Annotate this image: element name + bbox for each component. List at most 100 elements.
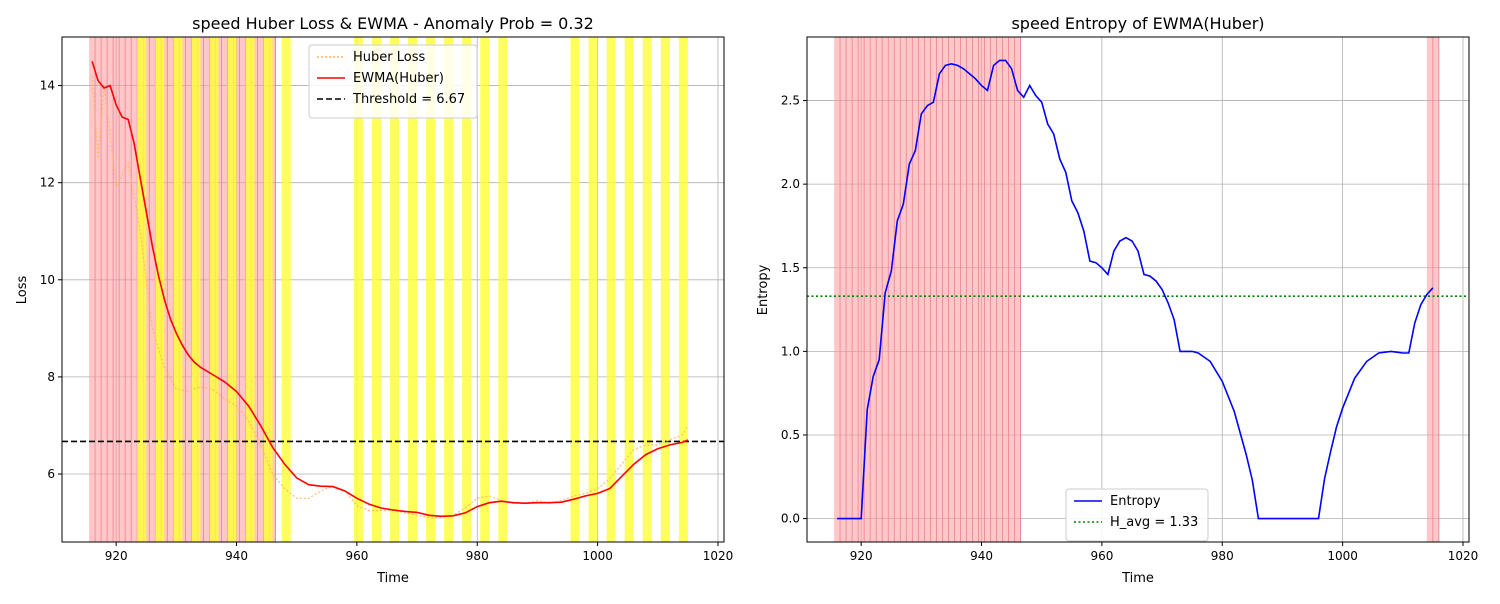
anomaly-band	[954, 37, 961, 542]
loss-axes-frame	[61, 36, 725, 543]
anomaly-band	[149, 37, 156, 542]
entropy-chart-xlabel: Time	[1121, 571, 1154, 586]
anomaly-band	[978, 37, 985, 542]
y-tick-label: 14	[40, 79, 55, 93]
highlight-band	[480, 37, 490, 542]
anomaly-band	[996, 37, 1003, 542]
anomaly-band	[924, 37, 931, 542]
highlight-band	[353, 37, 363, 542]
highlight-band	[642, 37, 652, 542]
y-tick-label: 1.0	[781, 344, 800, 358]
anomaly-band	[239, 37, 246, 542]
highlight-band	[389, 37, 400, 542]
anomaly-band	[870, 37, 877, 542]
y-tick-label: 2.5	[781, 94, 800, 108]
highlight-band	[209, 37, 219, 542]
highlight-band	[588, 37, 598, 542]
highlight-band	[245, 37, 255, 542]
highlight-band	[281, 37, 291, 542]
anomaly-band	[912, 37, 919, 542]
loss-legend: Huber Loss EWMA(Huber) Threshold = 6.67	[308, 44, 478, 119]
anomaly-band	[131, 37, 138, 542]
entropy-legend: Entropy H_avg = 1.33	[1065, 488, 1209, 542]
y-tick-label: 12	[40, 176, 55, 190]
x-tick-label: 980	[1211, 549, 1234, 563]
anomaly-band	[185, 37, 192, 542]
anomaly-band	[864, 37, 871, 542]
anomaly-band	[221, 37, 228, 542]
y-tick-label: 0.0	[781, 512, 800, 526]
highlight-band	[155, 37, 165, 542]
loss-chart-title: speed Huber Loss & EWMA - Anomaly Prob =…	[192, 14, 594, 33]
anomaly-band	[95, 37, 102, 542]
highlight-band	[408, 37, 418, 542]
legend-label: H_avg = 1.33	[1110, 515, 1198, 530]
loss-chart-xlabel: Time	[376, 571, 409, 586]
anomaly-band	[888, 37, 895, 542]
y-tick-label: 1.5	[781, 261, 800, 275]
ewma-line	[91, 61, 689, 518]
anomaly-band	[233, 37, 240, 542]
anomaly-band	[1002, 37, 1009, 542]
anomaly-band	[113, 37, 120, 542]
legend-label: Threshold = 6.67	[352, 92, 465, 107]
x-tick-label: 940	[970, 549, 993, 563]
anomaly-band	[1014, 37, 1021, 542]
huber-loss-line	[91, 75, 689, 519]
legend-label: Huber Loss	[353, 50, 425, 65]
x-tick-label: 920	[105, 549, 128, 563]
legend-label: Entropy	[1110, 494, 1161, 509]
entropy-axes-frame	[806, 36, 1470, 543]
anomaly-band	[1432, 37, 1439, 542]
y-tick-label: 8	[47, 370, 55, 384]
highlight-band	[263, 37, 273, 542]
legend-box	[1065, 488, 1209, 542]
highlight-band	[137, 37, 147, 542]
x-tick-label: 1000	[1327, 549, 1358, 563]
anomaly-band	[876, 37, 883, 542]
anomaly-band	[990, 37, 997, 542]
highlight-band	[606, 37, 616, 542]
y-tick-label: 6	[47, 467, 55, 481]
highlight-band	[624, 37, 634, 542]
anomaly-band	[858, 37, 865, 542]
anomaly-band	[972, 37, 979, 542]
entropy-chart: speed Entropy of EWMA(Huber) Time Entrop…	[756, 14, 1478, 586]
anomaly-band	[101, 37, 108, 542]
anomaly-band	[960, 37, 967, 542]
anomaly-band	[852, 37, 859, 542]
highlight-band	[444, 37, 454, 542]
anomaly-band	[966, 37, 973, 542]
anomaly-band	[894, 37, 901, 542]
anomaly-band	[161, 37, 168, 542]
anomaly-band	[936, 37, 943, 542]
x-tick-label: 920	[850, 549, 873, 563]
y-tick-label: 2.0	[781, 177, 800, 191]
highlight-band	[191, 37, 201, 542]
legend-box	[308, 44, 478, 119]
loss-chart-ylabel: Loss	[15, 276, 30, 305]
highlight-band	[371, 37, 381, 542]
entropy-chart-ylabel: Entropy	[756, 264, 771, 315]
anomaly-band	[89, 37, 96, 542]
anomaly-band	[900, 37, 907, 542]
loss-highlight-bands	[137, 37, 688, 542]
anomaly-band	[918, 37, 925, 542]
anomaly-band	[948, 37, 955, 542]
anomaly-band	[942, 37, 949, 542]
highlight-band	[678, 37, 688, 542]
anomaly-band	[906, 37, 913, 542]
highlight-band	[660, 37, 670, 542]
highlight-band	[227, 37, 237, 542]
anomaly-band	[119, 37, 126, 542]
x-tick-label: 960	[345, 549, 368, 563]
x-tick-label: 1000	[582, 549, 613, 563]
anomaly-band	[840, 37, 847, 542]
anomaly-band	[1008, 37, 1015, 542]
entropy-anomaly-bands	[834, 37, 1440, 542]
x-tick-label: 980	[466, 549, 489, 563]
highlight-band	[498, 37, 508, 542]
highlight-band	[173, 37, 183, 542]
entropy-chart-title: speed Entropy of EWMA(Huber)	[1011, 14, 1264, 33]
anomaly-band	[167, 37, 174, 542]
